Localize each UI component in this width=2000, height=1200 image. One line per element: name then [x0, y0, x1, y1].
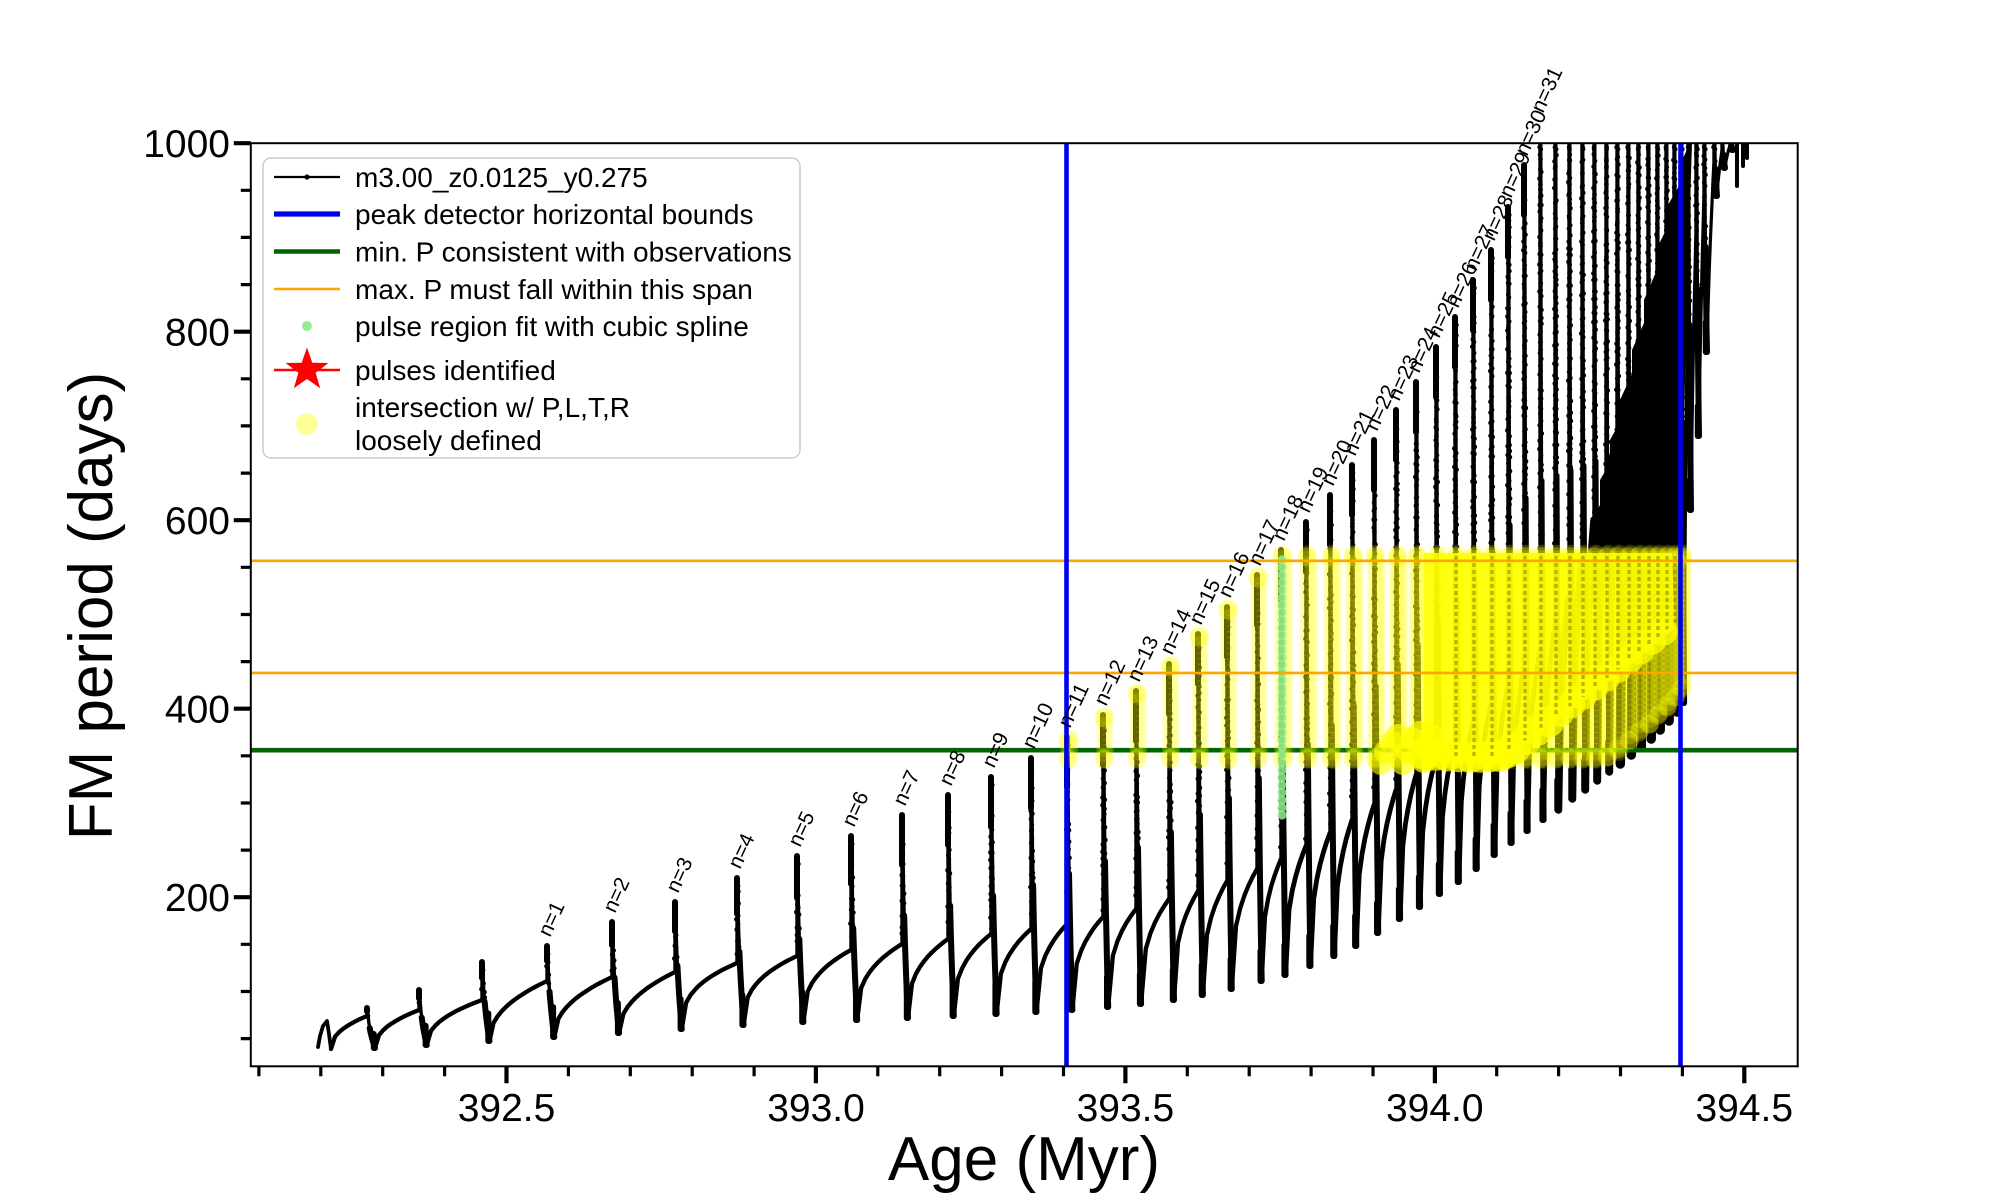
svg-text:200: 200 — [165, 877, 230, 920]
svg-text:pulses identified: pulses identified — [355, 355, 556, 386]
svg-text:392.5: 392.5 — [458, 1087, 556, 1130]
svg-text:pulse region fit with cubic sp: pulse region fit with cubic spline — [355, 311, 749, 342]
svg-text:loosely defined: loosely defined — [355, 425, 542, 456]
svg-text:394.0: 394.0 — [1386, 1087, 1484, 1130]
svg-text:FM period (days): FM period (days) — [57, 372, 126, 841]
svg-text:peak detector horizontal bound: peak detector horizontal bounds — [355, 199, 754, 230]
svg-text:Age (Myr): Age (Myr) — [888, 1125, 1160, 1194]
svg-text:1000: 1000 — [143, 123, 230, 166]
svg-text:max. P must fall within this s: max. P must fall within this span — [355, 274, 753, 305]
svg-text:400: 400 — [165, 689, 230, 732]
svg-text:min. P consistent with observa: min. P consistent with observations — [355, 237, 792, 268]
svg-text:393.5: 393.5 — [1077, 1087, 1175, 1130]
svg-text:m3.00_z0.0125_y0.275: m3.00_z0.0125_y0.275 — [355, 162, 648, 193]
svg-text:intersection w/ P,L,T,R: intersection w/ P,L,T,R — [355, 392, 630, 423]
svg-text:394.5: 394.5 — [1695, 1087, 1793, 1130]
svg-text:800: 800 — [165, 312, 230, 355]
svg-text:600: 600 — [165, 500, 230, 543]
svg-text:393.0: 393.0 — [767, 1087, 865, 1130]
